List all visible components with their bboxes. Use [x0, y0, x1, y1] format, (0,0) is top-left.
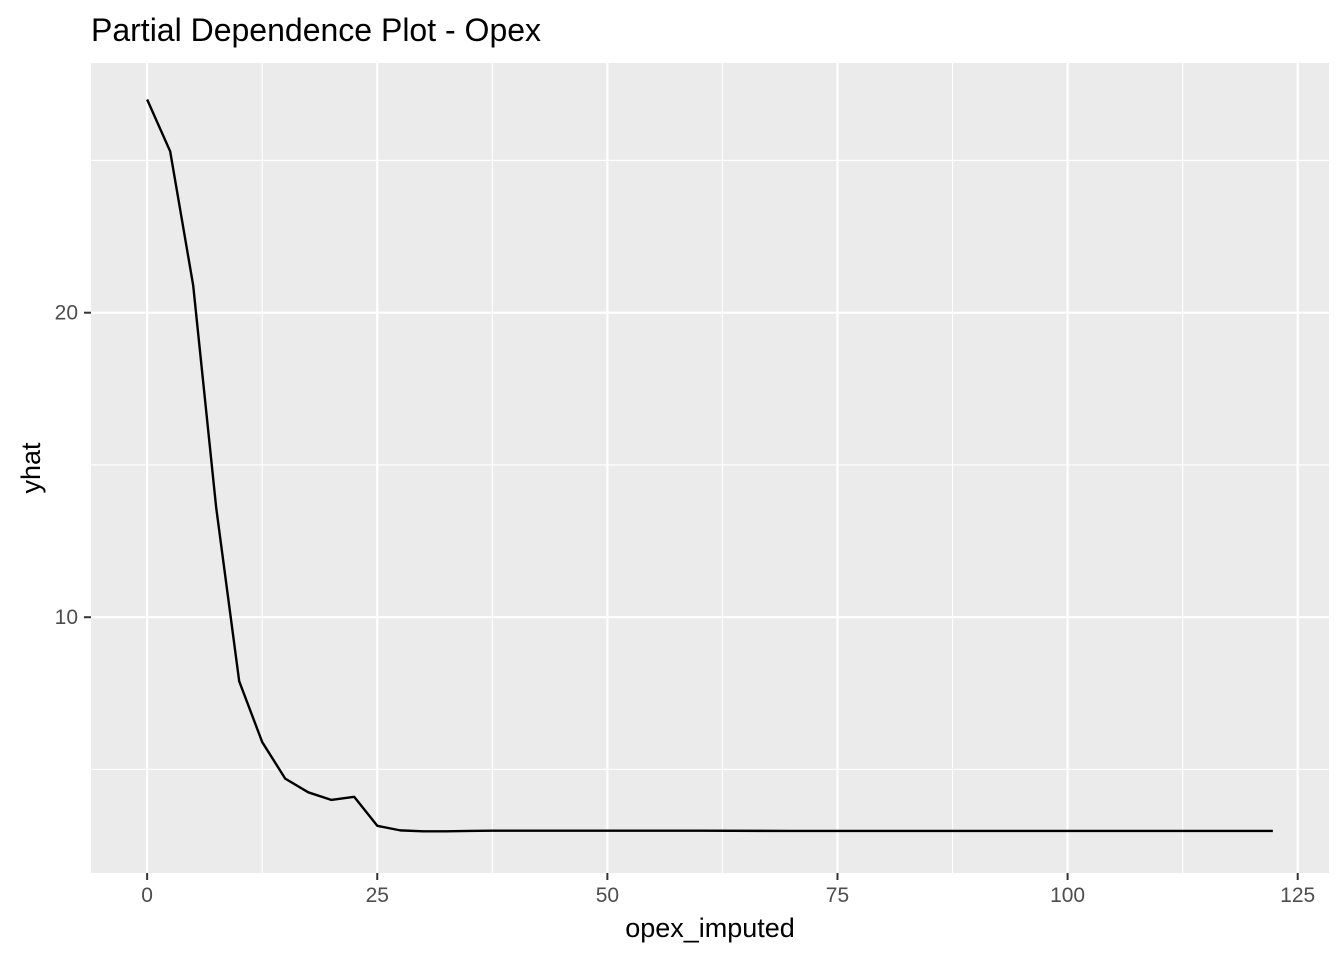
minor-gridlines	[91, 63, 1329, 873]
x-tick-label: 75	[826, 884, 849, 907]
x-tick-label: 25	[366, 884, 389, 907]
y-axis: 10 20	[55, 302, 91, 629]
y-tick-label: 20	[55, 302, 78, 325]
line-layer	[146, 99, 1273, 833]
series-line	[146, 99, 1273, 833]
x-tick-label: 0	[141, 884, 153, 907]
x-tick-label: 50	[596, 884, 619, 907]
y-tick-label: 10	[55, 606, 78, 629]
x-axis-title: opex_imputed	[625, 913, 795, 943]
major-gridlines	[91, 63, 1329, 873]
x-tick-label: 125	[1280, 884, 1315, 907]
y-axis-title: yhat	[16, 442, 46, 494]
x-axis: 0 25 50 75 100 125	[141, 873, 1315, 907]
chart-title: Partial Dependence Plot - Opex	[91, 12, 541, 48]
x-tick-label: 100	[1050, 884, 1085, 907]
plot-panel	[91, 63, 1329, 873]
